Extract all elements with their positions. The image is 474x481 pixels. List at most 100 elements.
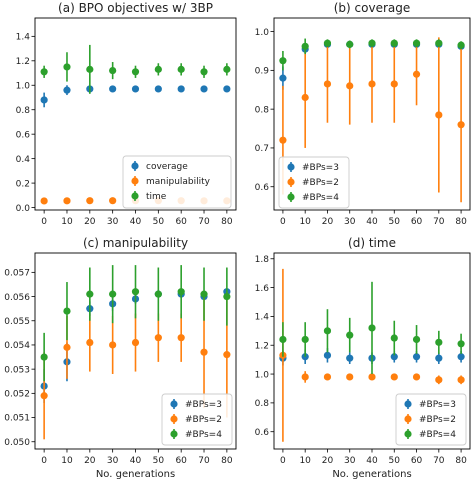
panel-a: (a) BPO objectives w/ 3BP 0 10 20 30 40 50 60 70…	[16, 1, 237, 227]
y-tick-label: 0.051	[4, 414, 30, 424]
data-point	[223, 65, 231, 73]
y-tick-label: 1.0	[255, 370, 270, 380]
data-point	[346, 331, 354, 339]
data-point	[301, 373, 309, 381]
data-point	[346, 82, 354, 90]
panel-title: (b) coverage	[334, 1, 411, 15]
data-point	[279, 335, 287, 344]
data-point	[63, 63, 71, 71]
data-point	[323, 327, 332, 335]
y-tick-label: 0.9	[255, 67, 270, 77]
x-tick-label: 80	[221, 456, 233, 466]
data-point	[457, 340, 465, 348]
data-point	[368, 373, 376, 381]
data-point	[346, 40, 354, 48]
data-point	[200, 68, 208, 76]
data-point	[40, 392, 48, 400]
y-tick-label: 0.054	[4, 341, 30, 351]
panel-d: (d) time 0 10 20 30 40 50 60 70 80 0.6 0.8 1.0 1.2 1.4…	[255, 236, 471, 480]
x-tick-label: 10	[61, 217, 73, 227]
data-point	[368, 324, 376, 332]
data-point	[63, 86, 71, 94]
legend-label: #BPs=2	[302, 178, 339, 188]
x-tick-label: 10	[299, 456, 311, 466]
data-point	[435, 354, 443, 362]
legend-label: #BPs=4	[302, 193, 339, 203]
x-tick-label: 10	[61, 456, 73, 466]
series-3	[279, 38, 465, 71]
data-point	[131, 338, 140, 347]
x-tick-label: 60	[411, 456, 423, 466]
y-tick-label: 0.050	[4, 438, 30, 448]
y-tick-label: 0.057	[4, 269, 30, 279]
data-point	[301, 42, 309, 50]
data-point	[154, 290, 162, 298]
y-tick-label: 0.6	[16, 130, 31, 140]
data-point	[323, 351, 332, 359]
legend-swatch-marker	[404, 415, 412, 423]
legend: coverage manipulability time	[122, 155, 232, 209]
data-point	[457, 376, 465, 384]
data-point	[412, 335, 421, 344]
data-point	[412, 373, 421, 381]
x-tick-label: 60	[175, 217, 187, 227]
series-2	[40, 291, 231, 440]
x-tick-label: 0	[280, 456, 286, 466]
data-point	[457, 353, 465, 361]
legend-swatch-marker	[287, 163, 295, 171]
series-3	[279, 281, 465, 375]
data-point	[323, 80, 332, 88]
data-point	[390, 334, 398, 342]
data-point	[390, 80, 398, 88]
legend-label: #BPs=4	[419, 430, 456, 440]
x-tick-label: 30	[107, 456, 119, 466]
y-tick-label: 0.2	[16, 179, 30, 189]
y-tick-label: 0.8	[16, 106, 31, 116]
x-tick-label: 40	[130, 217, 142, 227]
x-tick-label: 20	[84, 456, 96, 466]
x-tick-label: 40	[130, 456, 142, 466]
data-point	[63, 197, 71, 205]
x-tick-label: 50	[153, 456, 165, 466]
data-point	[435, 39, 443, 47]
legend-swatch-marker	[404, 430, 412, 438]
series-3	[40, 265, 231, 382]
x-tick-label: 0	[41, 217, 47, 227]
y-tick-label: 0.4	[16, 155, 31, 165]
data-point	[390, 353, 398, 361]
data-point	[412, 39, 421, 47]
y-tick-label: 0.8	[255, 105, 270, 115]
x-tick-label: 70	[198, 217, 210, 227]
x-tick-label: 30	[344, 456, 356, 466]
legend-swatch-marker	[170, 415, 178, 423]
panel-title: (d) time	[348, 236, 396, 250]
data-point	[301, 93, 309, 102]
legend-swatch-marker	[170, 430, 178, 438]
data-point	[279, 74, 287, 82]
data-point	[86, 290, 94, 298]
x-axis-label: No. generations	[96, 469, 175, 480]
data-point	[40, 68, 48, 76]
data-point	[435, 338, 443, 346]
x-tick-label: 40	[366, 217, 378, 227]
data-point	[131, 288, 140, 296]
data-point	[40, 96, 48, 104]
legend-box	[278, 156, 350, 209]
legend-box	[161, 393, 233, 446]
y-tick-label: 1.6	[255, 284, 270, 294]
legend-swatch-marker	[131, 162, 139, 170]
data-point	[177, 334, 185, 342]
data-point	[131, 68, 140, 76]
data-point	[109, 290, 117, 298]
data-point	[40, 353, 48, 361]
data-point	[154, 65, 162, 73]
x-tick-label: 40	[366, 456, 378, 466]
data-point	[40, 197, 48, 205]
x-tick-label: 30	[107, 217, 119, 227]
data-point	[457, 121, 465, 129]
legend-swatch-marker	[131, 177, 139, 185]
legend-swatch-marker	[131, 192, 139, 200]
y-tick-label: 1.8	[255, 255, 270, 265]
data-point	[200, 85, 208, 93]
data-point	[86, 197, 94, 205]
